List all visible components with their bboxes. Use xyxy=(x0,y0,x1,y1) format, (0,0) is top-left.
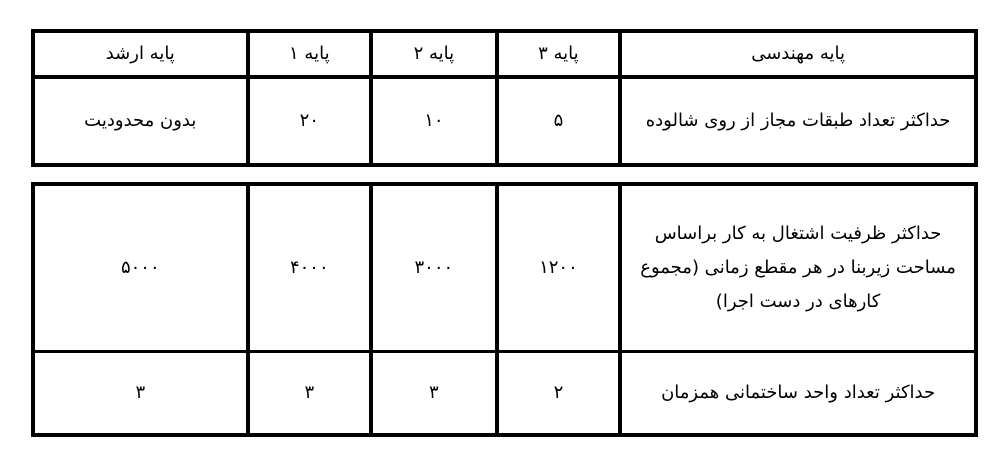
table-row: حداکثر ظرفیت اشتغال به کار براساس مساحت … xyxy=(31,182,978,353)
cell-grade-1: ۴۰۰۰ xyxy=(245,182,374,353)
grade-limits-table-bottom: حداکثر ظرفیت اشتغال به کار براساس مساحت … xyxy=(31,182,978,437)
table-row: حداکثر تعداد واحد ساختمانی همزمان ۲ ۳ ۳ … xyxy=(31,350,978,437)
header-grade-2: پایه ۲ xyxy=(369,29,499,79)
header-engineering-grade: پایه مهندسی xyxy=(618,29,978,79)
cell-grade-1: ۳ xyxy=(245,350,374,437)
row-label: حداکثر ظرفیت اشتغال به کار براساس مساحت … xyxy=(618,182,978,353)
header-grade-3: پایه ۳ xyxy=(494,29,623,79)
cell-senior-grade: ۵۰۰۰ xyxy=(31,182,250,353)
cell-grade-2: ۱۰ xyxy=(369,75,499,167)
header-row: پایه مهندسی پایه ۳ پایه ۲ پایه ۱ پایه ار… xyxy=(31,29,978,79)
cell-grade-3: ۵ xyxy=(494,75,623,167)
cell-senior-grade: ۳ xyxy=(31,350,250,437)
table-row: حداکثر تعداد طبقات مجاز از روی شالوده ۵ … xyxy=(31,75,978,167)
header-grade-1: پایه ۱ xyxy=(245,29,374,79)
header-senior-grade: پایه ارشد xyxy=(31,29,250,79)
grade-limits-table-top: پایه مهندسی پایه ۳ پایه ۲ پایه ۱ پایه ار… xyxy=(31,29,978,167)
cell-grade-3: ۲ xyxy=(494,350,623,437)
cell-senior-grade: بدون محدودیت xyxy=(31,75,250,167)
cell-grade-2: ۳۰۰۰ xyxy=(369,182,499,353)
cell-grade-2: ۳ xyxy=(369,350,499,437)
cell-grade-3: ۱۲۰۰ xyxy=(494,182,623,353)
cell-grade-1: ۲۰ xyxy=(245,75,374,167)
row-label: حداکثر تعداد واحد ساختمانی همزمان xyxy=(618,350,978,437)
row-label: حداکثر تعداد طبقات مجاز از روی شالوده xyxy=(618,75,978,167)
